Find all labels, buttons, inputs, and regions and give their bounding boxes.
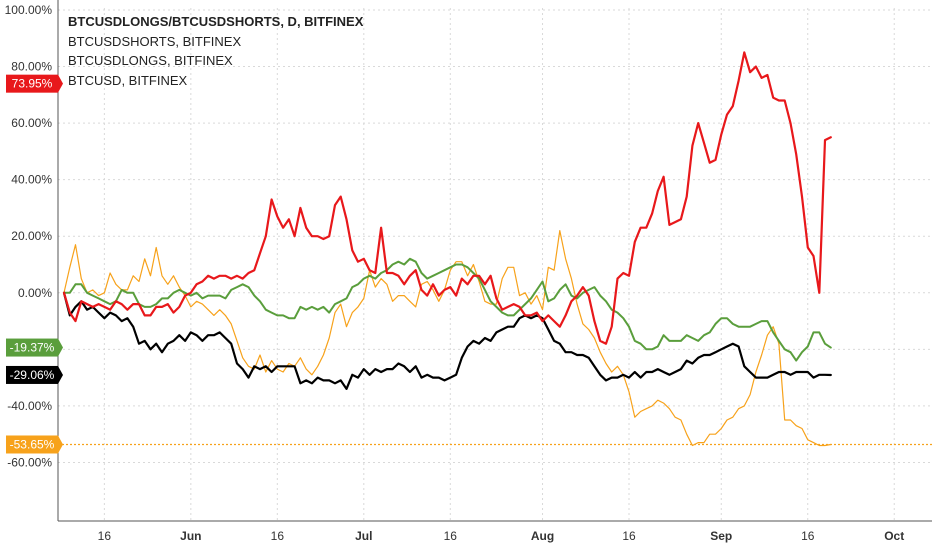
y-tick-label: -40.00% (7, 399, 52, 413)
last-value-tag-price: 73.95% (6, 74, 63, 93)
y-tick-label: -60.00% (7, 455, 52, 469)
x-tick-label: 16 (444, 529, 458, 543)
last-value-tag-longs: -19.37% (6, 338, 63, 357)
last-value-tag-pointer (58, 435, 63, 454)
last-value-tag-ratio: -29.06% (6, 365, 63, 384)
legend-item-price: BTCUSD, BITFINEX (68, 73, 188, 88)
last-value-tag-label: -29.06% (10, 368, 55, 382)
series-lines (58, 51, 932, 447)
last-value-tag-pointer (58, 74, 63, 93)
last-value-tags: -19.37% -29.06% -53.65% 73.95% (6, 74, 63, 454)
series-line-shorts (63, 230, 832, 447)
x-tick-label: 16 (801, 529, 815, 543)
series-line-longs (63, 257, 832, 362)
grid (58, 8, 932, 521)
y-tick-label: 40.00% (11, 173, 52, 187)
x-tick-label: 16 (622, 529, 636, 543)
last-value-tag-bg (6, 435, 58, 454)
series-line-price (62, 51, 832, 345)
last-value-tag-bg (6, 74, 58, 93)
series-line-ratio (62, 291, 832, 390)
legend-item-shorts: BTCUSDSHORTS, BITFINEX (68, 34, 241, 49)
y-tick-label: 80.00% (11, 60, 52, 74)
x-tick-label: Jul (355, 529, 372, 543)
y-tick-label: 20.00% (11, 229, 52, 243)
last-value-tag-shorts: -53.65% (6, 435, 63, 454)
last-value-tag-bg (6, 338, 58, 357)
last-value-tag-pointer (58, 338, 63, 357)
last-value-tag-label: -19.37% (10, 341, 55, 355)
y-tick-label: 0.00% (18, 286, 52, 300)
y-tick-label: 100.00% (5, 3, 53, 17)
last-value-tag-pointer (58, 365, 63, 384)
legend: BTCUSDLONGS/BTCUSDSHORTS, D, BITFINEX BT… (68, 14, 364, 88)
last-value-tag-bg (6, 365, 58, 384)
last-value-tag-label: 73.95% (12, 77, 53, 91)
x-tick-label: 16 (271, 529, 285, 543)
x-tick-label: Oct (884, 529, 904, 543)
legend-item-longs: BTCUSDLONGS, BITFINEX (68, 53, 233, 68)
legend-title: BTCUSDLONGS/BTCUSDSHORTS, D, BITFINEX (68, 14, 364, 29)
y-tick-label: 60.00% (11, 116, 52, 130)
last-value-tag-label: -53.65% (10, 437, 55, 451)
x-tick-label: Aug (531, 529, 554, 543)
x-tick-label: 16 (98, 529, 112, 543)
x-tick-label: Sep (710, 529, 732, 543)
x-tick-label: Jun (180, 529, 201, 543)
